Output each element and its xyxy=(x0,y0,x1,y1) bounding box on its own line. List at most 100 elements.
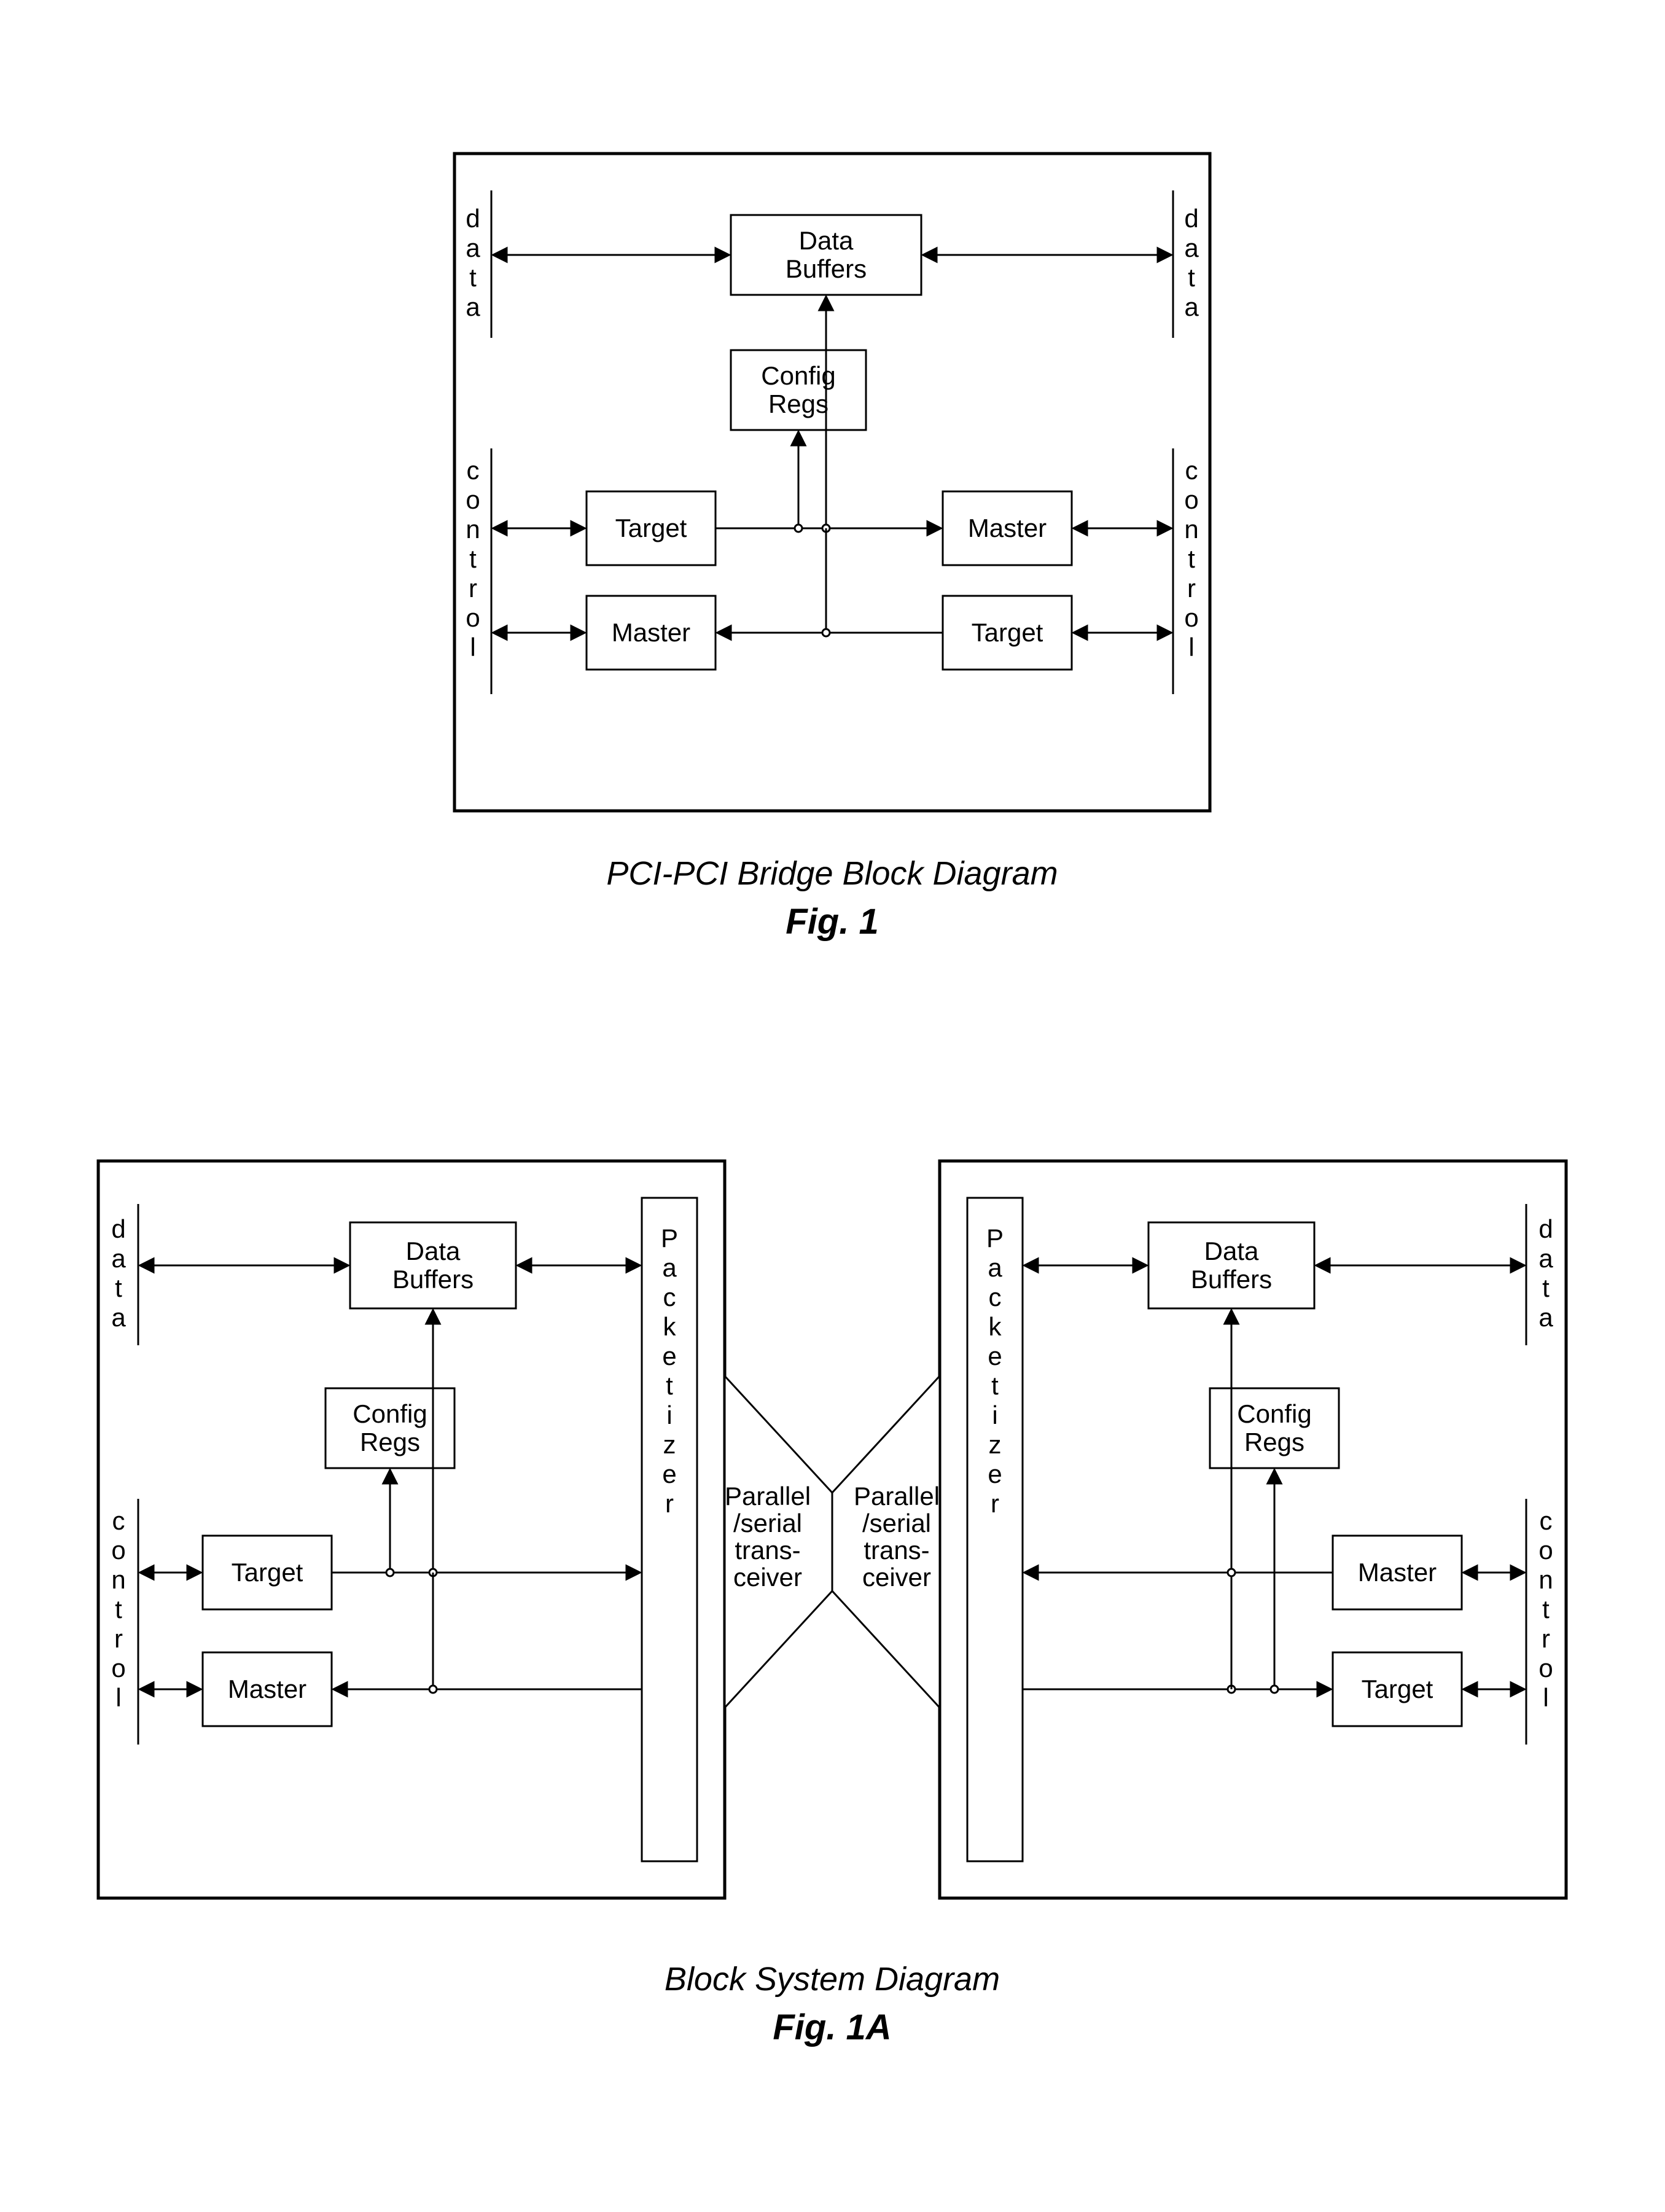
svg-text:l: l xyxy=(115,1683,121,1712)
svg-text:a: a xyxy=(111,1244,126,1273)
svg-text:d: d xyxy=(466,204,480,233)
svg-text:k: k xyxy=(989,1312,1002,1341)
fig1a-right-target-label: Target xyxy=(1362,1675,1433,1703)
fig1a-right-config-label: Regs xyxy=(1244,1428,1304,1456)
junction-node xyxy=(429,1686,437,1693)
junction-node xyxy=(822,629,830,636)
svg-text:l: l xyxy=(1543,1683,1548,1712)
svg-text:n: n xyxy=(111,1565,125,1594)
svg-text:e: e xyxy=(662,1460,676,1488)
svg-text:e: e xyxy=(988,1342,1002,1370)
fig1-data-right-label: data xyxy=(1184,204,1199,321)
svg-text:t: t xyxy=(469,544,477,573)
junction-node xyxy=(1271,1686,1278,1693)
svg-text:t: t xyxy=(666,1371,673,1400)
fig1-data-buffers-label: Data xyxy=(799,226,854,255)
svg-text:a: a xyxy=(1538,1303,1553,1332)
svg-text:t: t xyxy=(1542,1595,1550,1624)
fig1a-title: Block System Diagram xyxy=(665,1961,1000,1998)
fig1-data-buffers-label: Buffers xyxy=(786,254,867,283)
svg-text:d: d xyxy=(1538,1214,1553,1243)
svg-text:t: t xyxy=(115,1273,122,1302)
svg-text:a: a xyxy=(988,1253,1002,1282)
svg-text:d: d xyxy=(111,1214,125,1243)
fig1a-left-target-label: Target xyxy=(232,1558,303,1587)
transceiver-label: /serial xyxy=(862,1509,931,1538)
fig1a-right-config-label: Config xyxy=(1237,1399,1311,1428)
svg-text:k: k xyxy=(663,1312,677,1341)
transceiver-label: Parallel xyxy=(725,1482,811,1510)
svg-text:r: r xyxy=(1187,574,1196,603)
svg-text:r: r xyxy=(469,574,477,603)
svg-text:r: r xyxy=(991,1489,999,1518)
fig1-target-left-label: Target xyxy=(615,514,687,542)
svg-text:c: c xyxy=(112,1506,125,1535)
svg-text:o: o xyxy=(466,603,480,632)
svg-text:d: d xyxy=(1184,204,1198,233)
svg-text:t: t xyxy=(1188,544,1195,573)
svg-text:e: e xyxy=(662,1342,676,1370)
fig1-ctrl-left-label: control xyxy=(466,456,480,662)
svg-text:t: t xyxy=(1188,263,1195,292)
fig1-master-left-label: Master xyxy=(612,618,690,647)
fig1a-right-master-label: Master xyxy=(1358,1558,1437,1587)
svg-text:o: o xyxy=(111,1536,125,1565)
fig1a-right-db-label: Data xyxy=(1204,1237,1259,1265)
svg-text:a: a xyxy=(111,1303,126,1332)
fig1-config-regs-label: Regs xyxy=(768,389,829,418)
fig1-config-regs-label: Config xyxy=(761,361,835,390)
fig1a-right-data-label: data xyxy=(1538,1214,1553,1332)
svg-text:o: o xyxy=(1184,485,1198,514)
fig1a-right-db-label: Buffers xyxy=(1191,1265,1272,1294)
svg-text:n: n xyxy=(1184,515,1198,544)
svg-text:o: o xyxy=(1184,603,1198,632)
svg-text:r: r xyxy=(1542,1624,1550,1653)
svg-text:o: o xyxy=(1538,1654,1553,1682)
svg-text:c: c xyxy=(1540,1506,1553,1535)
fig1a-right-ctrl-label: control xyxy=(1538,1506,1553,1712)
fig1-ctrl-right-label: control xyxy=(1184,456,1198,662)
fig1a-caption: Fig. 1A xyxy=(773,2007,891,2047)
svg-text:a: a xyxy=(1184,292,1199,321)
svg-text:c: c xyxy=(467,456,480,485)
fig1a-left-ctrl-label: control xyxy=(111,1506,125,1712)
junction-node xyxy=(386,1569,394,1576)
transceiver-label: ceiver xyxy=(862,1563,931,1592)
svg-text:t: t xyxy=(991,1371,999,1400)
svg-text:a: a xyxy=(466,233,480,262)
svg-text:o: o xyxy=(466,485,480,514)
svg-text:z: z xyxy=(663,1430,676,1459)
svg-text:l: l xyxy=(470,633,475,662)
svg-text:a: a xyxy=(466,292,480,321)
fig1a-left-master-label: Master xyxy=(228,1675,306,1703)
fig1a-left-config-label: Config xyxy=(353,1399,427,1428)
fig1a-left-db-label: Data xyxy=(406,1237,461,1265)
fig1-target-right-label: Target xyxy=(972,618,1043,647)
svg-text:P: P xyxy=(661,1224,678,1253)
svg-text:e: e xyxy=(988,1460,1002,1488)
transceiver-label: trans- xyxy=(735,1536,800,1565)
fig1-data-left-label: data xyxy=(466,204,480,321)
fig1-title: PCI-PCI Bridge Block Diagram xyxy=(606,855,1058,892)
svg-text:a: a xyxy=(1538,1244,1553,1273)
svg-text:n: n xyxy=(1538,1565,1553,1594)
svg-text:t: t xyxy=(1542,1273,1550,1302)
transceiver-label: trans- xyxy=(864,1536,929,1565)
junction-node xyxy=(795,525,802,532)
svg-text:t: t xyxy=(115,1595,122,1624)
fig1-caption: Fig. 1 xyxy=(786,902,878,942)
svg-text:c: c xyxy=(989,1283,1002,1311)
junction-node xyxy=(1228,1569,1235,1576)
svg-text:r: r xyxy=(665,1489,674,1518)
fig1a-left-data-label: data xyxy=(111,1214,126,1332)
svg-text:a: a xyxy=(1184,233,1199,262)
svg-text:a: a xyxy=(662,1253,677,1282)
svg-text:t: t xyxy=(469,263,477,292)
svg-text:c: c xyxy=(1185,456,1198,485)
svg-text:n: n xyxy=(466,515,480,544)
svg-text:i: i xyxy=(666,1401,672,1429)
diagram-canvas: datadatacontrolcontrolDataBuffersConfigR… xyxy=(0,0,1665,2212)
svg-text:l: l xyxy=(1188,633,1194,662)
svg-text:c: c xyxy=(663,1283,676,1311)
svg-text:i: i xyxy=(992,1401,997,1429)
